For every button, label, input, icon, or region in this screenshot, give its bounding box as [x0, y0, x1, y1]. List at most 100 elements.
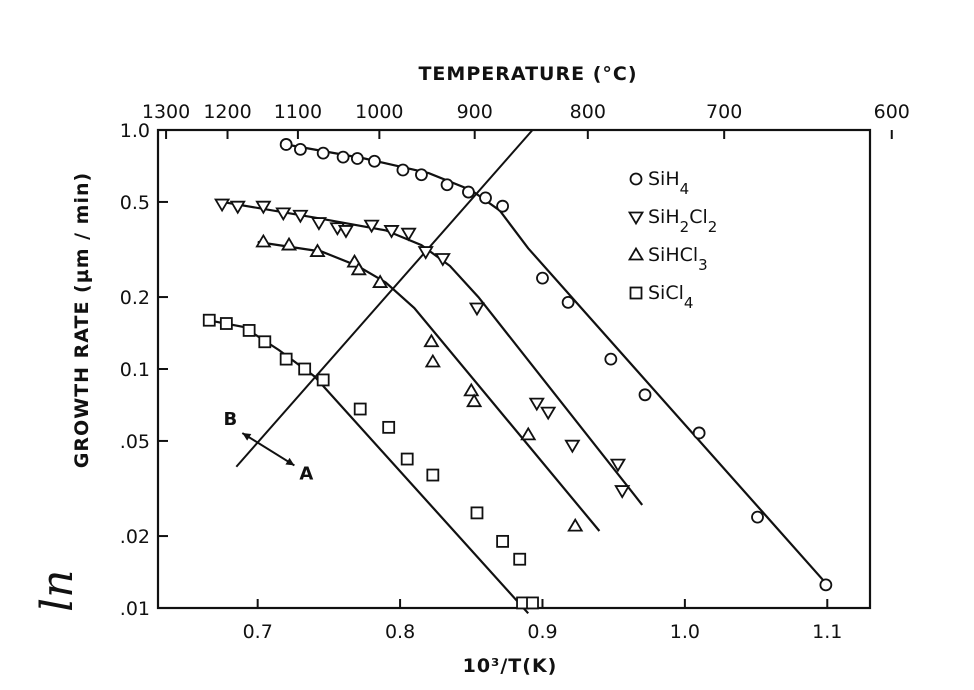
y-axis-prefix: ln — [32, 570, 83, 612]
reference-line — [235, 129, 534, 468]
point-SiH4 — [350, 152, 364, 165]
point-SiH4 — [279, 138, 293, 151]
point-SiCl4 — [242, 324, 256, 337]
point-SiH4 — [561, 295, 575, 309]
point-SiH2Cl2 — [528, 397, 545, 412]
plot-frame — [156, 128, 872, 610]
legend: SiH4 SiH2Cl2 SiHCl3 SiCl4 — [627, 168, 717, 312]
legend-marker-SiH2Cl2 — [627, 211, 645, 226]
point-SiH2Cl2 — [614, 485, 631, 499]
y-tick-label: .05 — [120, 431, 150, 453]
legend-label-SiCl4: SiCl4 — [648, 282, 693, 312]
point-SiH2Cl2 — [383, 225, 400, 239]
top-tick-label: 900 — [457, 101, 493, 123]
point-SiH2Cl2 — [229, 200, 246, 215]
point-SiHCl3 — [463, 382, 480, 397]
point-SiH4 — [440, 178, 454, 192]
point-SiCl4 — [316, 373, 330, 387]
point-SiH4 — [751, 510, 764, 524]
point-SiHCl3 — [423, 333, 440, 348]
point-SiCl4 — [426, 468, 440, 482]
point-SiH2Cl2 — [417, 246, 434, 260]
point-SiCl4 — [382, 420, 396, 434]
point-SiH4 — [604, 352, 618, 366]
x-tick-label: 0.8 — [385, 621, 415, 643]
point-SiCl4 — [298, 362, 312, 376]
point-SiH2Cl2 — [540, 406, 557, 421]
point-SiHCl3 — [424, 353, 441, 368]
legend-label-SiH4: SiH4 — [648, 168, 689, 198]
x-tick-label: 1.1 — [812, 621, 842, 643]
annotation-a: A — [299, 463, 313, 484]
point-SiCl4 — [202, 313, 216, 327]
point-SiH2Cl2 — [468, 302, 486, 317]
point-SiCl4 — [400, 452, 414, 466]
point-SiH2Cl2 — [214, 198, 231, 213]
point-SiH4 — [396, 163, 410, 177]
arrowhead-b — [242, 433, 252, 441]
annotation-b: B — [223, 409, 237, 430]
annotation-arrow-line — [241, 432, 295, 467]
point-SiH4 — [638, 388, 652, 402]
x-tick-label: 0.7 — [243, 621, 273, 643]
point-SiH4 — [496, 199, 510, 213]
point-SiCl4 — [279, 352, 293, 366]
legend-label-SiHCl3: SiHCl3 — [648, 244, 708, 274]
point-SiHCl3 — [255, 233, 272, 248]
y-tick-label: 0.2 — [120, 287, 150, 309]
point-SiHCl3 — [520, 426, 537, 441]
point-SiHCl3 — [350, 261, 367, 276]
point-SiCl4 — [470, 506, 484, 520]
top-axis: 1300 1200 1100 1000 900 800 700 600 — [142, 101, 910, 139]
point-SiH4 — [336, 150, 350, 164]
point-SiH2Cl2 — [292, 209, 309, 224]
point-SiH2Cl2 — [337, 225, 355, 239]
point-SiH4 — [368, 154, 381, 168]
x-axis-title: 10³/T(K) — [463, 655, 558, 677]
point-SiCl4 — [219, 317, 233, 330]
top-tick-label: 600 — [874, 101, 910, 123]
y-tick-label: 0.5 — [120, 192, 150, 214]
point-SiCl4 — [258, 335, 272, 349]
legend-marker-SiH4 — [629, 172, 643, 186]
point-SiH4 — [819, 578, 833, 592]
y-tick-label: .02 — [120, 526, 150, 548]
point-SiCl4 — [496, 534, 510, 548]
point-SiCl4 — [513, 552, 527, 566]
point-SiH2Cl2 — [255, 200, 272, 215]
point-SiHCl3 — [567, 517, 584, 532]
legend-label-SiH2Cl2: SiH2Cl2 — [648, 206, 717, 236]
point-SiH2Cl2 — [564, 439, 581, 454]
x-axis: 0.7 0.8 0.9 1.0 1.1 — [243, 599, 842, 643]
point-SiH4 — [462, 185, 475, 199]
point-SiH4 — [316, 146, 330, 160]
x-tick-label: 1.0 — [670, 621, 700, 643]
top-tick-label: 1200 — [203, 101, 251, 123]
point-SiHCl3 — [309, 243, 326, 257]
top-axis-title: TEMPERATURE (°C) — [418, 63, 637, 85]
point-SiH4 — [415, 168, 428, 182]
point-SiH4 — [536, 271, 549, 285]
point-SiHCl3 — [280, 236, 298, 251]
point-SiH2Cl2 — [434, 253, 451, 267]
point-SiHCl3 — [466, 393, 483, 408]
x-tick-label: 0.9 — [527, 621, 557, 643]
point-SiH4 — [479, 191, 492, 205]
y-tick-label: 1.0 — [120, 120, 150, 142]
reference-line-group — [235, 129, 534, 468]
point-SiH2Cl2 — [609, 458, 627, 473]
fit-line-SiHCl3 — [257, 240, 601, 532]
top-tick-label: 1300 — [142, 101, 190, 123]
data-markers — [202, 138, 833, 610]
y-tick-label: 0.1 — [120, 359, 150, 381]
top-tick-label: 700 — [706, 101, 742, 123]
top-tick-label: 1000 — [355, 101, 403, 123]
point-SiH4 — [692, 426, 706, 440]
point-SiH2Cl2 — [275, 207, 292, 222]
top-tick-label: 1100 — [274, 101, 322, 123]
point-SiH2Cl2 — [310, 217, 327, 231]
point-SiHCl3 — [372, 274, 389, 288]
y-tick-label: .01 — [120, 598, 150, 620]
